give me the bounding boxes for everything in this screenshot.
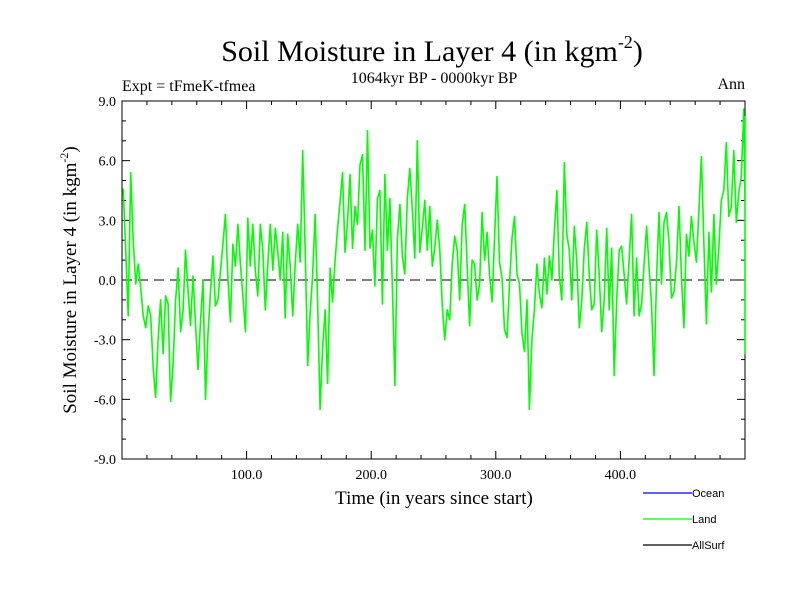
x-tick-label: 100.0 <box>231 468 263 483</box>
legend-label-allsurf: AllSurf <box>692 540 725 552</box>
x-axis-label: Time (in years since start) <box>335 488 533 509</box>
chart-title-sup: -2 <box>618 32 633 52</box>
y-tick-label: 9.0 <box>99 95 117 110</box>
y-tick-label: -9.0 <box>94 453 116 468</box>
subtitle-center: 1064kyr BP - 0000kyr BP <box>351 70 518 87</box>
subtitle-right: Ann <box>717 76 745 93</box>
x-tick-label: 300.0 <box>480 468 512 483</box>
x-tick-label: 400.0 <box>605 468 637 483</box>
y-axis-label-sup: -2 <box>57 153 71 163</box>
y-axis: 9.0 6.0 3.0 0.0 -3.0 -6.0 -9.0 <box>94 95 745 468</box>
y-axis-label-close: ) <box>60 146 81 152</box>
y-axis-label: Soil Moisture in Layer 4 (in kgm-2) <box>57 146 81 414</box>
legend-label-ocean: Ocean <box>692 488 724 500</box>
chart-title-main: Soil Moisture in Layer 4 (in kgm <box>221 35 618 68</box>
y-tick-label: 0.0 <box>99 274 117 289</box>
y-tick-label: -3.0 <box>94 334 116 349</box>
legend-label-land: Land <box>692 514 716 526</box>
legend: Ocean Land AllSurf <box>643 488 725 552</box>
x-axis: 100.0 200.0 300.0 400.0 <box>146 101 721 483</box>
x-tick-label: 200.0 <box>355 468 387 483</box>
subtitle-left: Expt = tFmeK-tfmea <box>122 78 255 95</box>
y-tick-label: 6.0 <box>99 155 117 170</box>
y-tick-label: 3.0 <box>99 214 117 229</box>
series-line-land <box>122 108 746 411</box>
y-tick-label: -6.0 <box>94 393 116 408</box>
chart-title: Soil Moisture in Layer 4 (in kgm-2) <box>221 32 643 68</box>
series-group <box>122 108 746 411</box>
chart-title-close: ) <box>633 35 643 68</box>
y-axis-label-main: Soil Moisture in Layer 4 (in kgm <box>60 162 81 413</box>
